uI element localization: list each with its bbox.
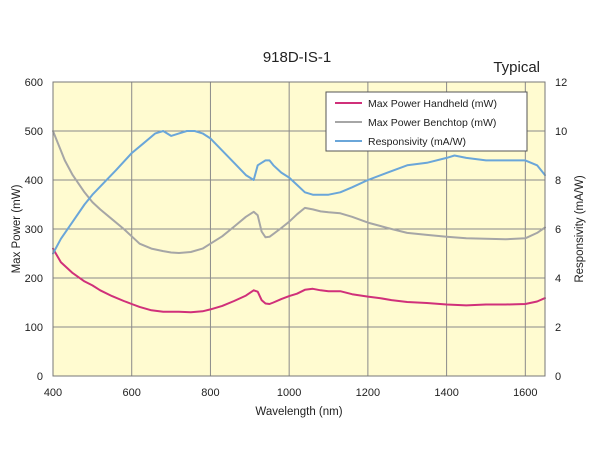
y2-tick-label: 12 xyxy=(555,77,567,89)
y-tick-label: 300 xyxy=(25,224,43,236)
y2-tick-label: 6 xyxy=(555,224,561,236)
x-tick-label: 400 xyxy=(44,387,62,399)
x-tick-label: 800 xyxy=(201,387,219,399)
legend: Max Power Handheld (mW) Max Power Bencht… xyxy=(325,91,528,152)
series-group xyxy=(52,130,546,314)
y2-tick-label: 8 xyxy=(555,175,561,187)
series-line-0 xyxy=(52,247,546,314)
plot-border xyxy=(52,81,546,377)
y2-tick-label: 4 xyxy=(555,273,561,285)
x-tick-label: 1600 xyxy=(513,387,537,399)
series-line-1 xyxy=(52,130,546,254)
y-axis-label: Max Power (mW) xyxy=(11,184,23,273)
y-tick-label: 600 xyxy=(25,77,43,89)
y2-axis-label: Responsivity (mA/W) xyxy=(574,175,586,283)
x-tick-label: 1400 xyxy=(434,387,458,399)
x-tick-label: 1000 xyxy=(277,387,301,399)
y-tick-label: 0 xyxy=(37,371,43,383)
x-tick-labels: 400 600 800 1000 1200 1400 1600 xyxy=(44,387,538,399)
y2-tick-label: 10 xyxy=(555,126,567,138)
x-tick-label: 1200 xyxy=(356,387,380,399)
chart-title: 918D-IS-1 xyxy=(263,49,331,66)
y2-tick-label: 2 xyxy=(555,322,561,334)
x-axis-label: Wavelength (nm) xyxy=(255,406,342,418)
legend-label-0: Max Power Handheld (mW) xyxy=(368,98,497,110)
chart-annotation: Typical xyxy=(493,59,540,76)
y2-tick-label: 0 xyxy=(555,371,561,383)
y-tick-label: 200 xyxy=(25,273,43,285)
y-tick-label: 100 xyxy=(25,322,43,334)
x-tick-label: 600 xyxy=(123,387,141,399)
series-line-2 xyxy=(52,130,546,255)
y-tick-labels: 0 100 200 300 400 500 600 xyxy=(25,77,43,383)
y2-tick-labels: 0 2 4 6 8 10 12 xyxy=(555,77,567,383)
y-tick-label: 400 xyxy=(25,175,43,187)
y-tick-label: 500 xyxy=(25,126,43,138)
legend-label-2: Responsivity (mA/W) xyxy=(368,136,466,148)
legend-label-1: Max Power Benchtop (mW) xyxy=(368,117,496,129)
